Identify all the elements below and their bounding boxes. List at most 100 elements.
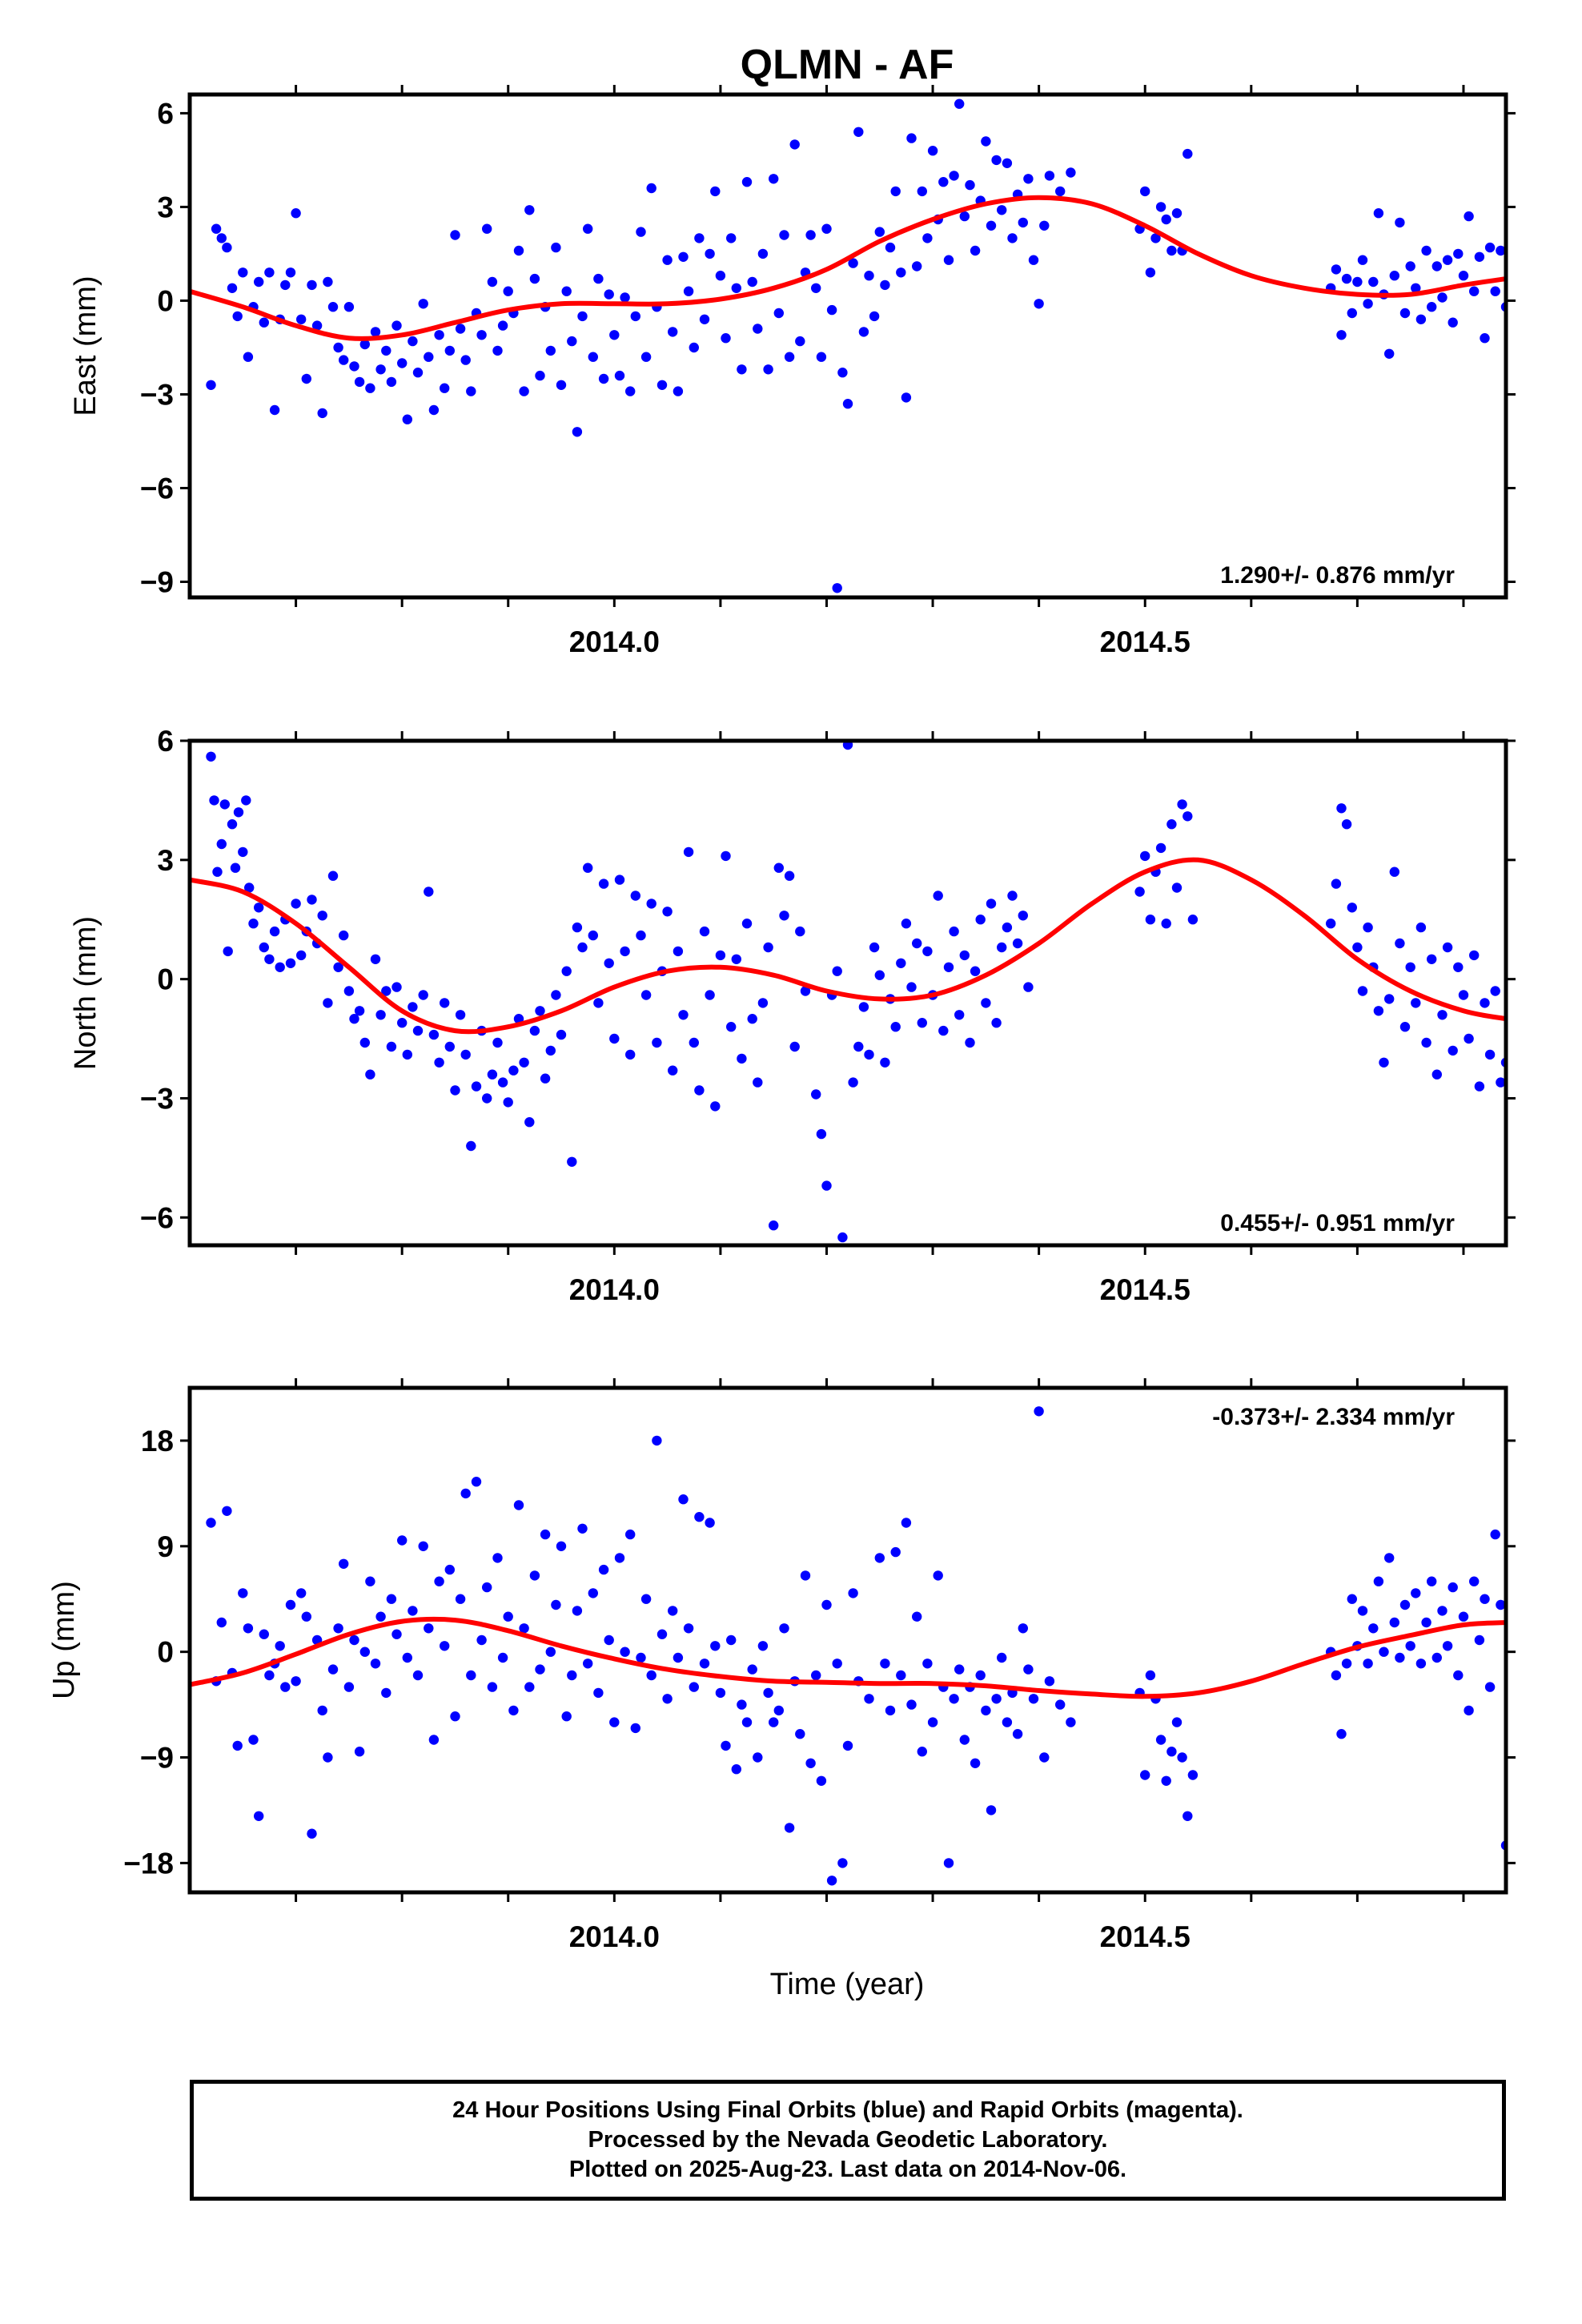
data-point [1166,818,1177,830]
data-point [365,383,375,393]
data-point [391,1629,402,1639]
data-point [747,1014,757,1024]
y-tick-label: −6 [140,1201,174,1234]
x-tick-label: 2014.5 [1100,1273,1191,1306]
data-point [1012,1729,1023,1739]
data-point [832,583,842,593]
y-tick-label: −9 [140,1742,174,1775]
data-point [1484,242,1496,253]
data-point [837,1232,848,1243]
data-point [1405,261,1415,271]
data-point [795,926,805,937]
data-point [476,330,487,340]
data-point [1161,1775,1171,1786]
data-point [524,1117,535,1128]
data-point [254,903,264,913]
data-point [497,320,508,331]
data-point [440,998,450,1008]
data-point [1405,962,1415,973]
data-point [219,799,230,810]
data-point [492,1553,503,1563]
data-point [652,1037,662,1048]
data-point [359,1037,370,1048]
data-point [1182,1811,1193,1821]
data-point [513,1500,524,1510]
data-point [375,364,386,375]
data-point [497,1652,508,1663]
data-point [986,220,997,231]
data-point [386,1041,397,1052]
data-point [317,911,327,921]
data-point [811,1670,821,1681]
data-point [1373,1006,1384,1016]
data-point [901,392,912,403]
plot-frame [187,1385,1508,1895]
data-point [434,1576,444,1586]
data-point [1007,891,1018,901]
data-point [678,1010,689,1020]
data-point [206,1518,216,1528]
data-point [583,1659,593,1669]
data-point [1447,1582,1458,1593]
data-point [402,414,412,424]
data-point [890,1022,901,1032]
data-point [561,966,572,976]
data-point [349,1014,359,1024]
y-tick-label: 3 [157,844,174,877]
data-point [1431,1652,1443,1663]
data-point [529,273,540,284]
data-point [386,1594,397,1604]
data-point [206,751,216,762]
data-point [609,1717,620,1727]
data-point [232,311,243,322]
data-point [370,327,381,337]
data-point [460,1488,471,1499]
x-tick-label: 2014.0 [569,625,660,658]
data-point [1458,990,1469,1000]
data-point [370,954,381,965]
data-point [710,1641,721,1651]
data-point [285,267,296,278]
data-point [1368,1623,1379,1634]
data-point [556,1029,567,1040]
data-point [1379,1647,1389,1657]
data-point [986,1805,997,1815]
data-point [848,258,858,268]
data-point [1496,245,1506,256]
data-point [640,352,652,362]
data-point [662,907,673,917]
x-tick-label: 2014.5 [1100,625,1191,658]
data-point [858,1002,869,1012]
data-point [784,1823,795,1833]
data-point [545,1045,556,1056]
data-point [741,177,753,187]
data-point [1002,158,1013,168]
data-point [412,368,424,378]
data-point [1453,1670,1464,1681]
data-point [317,1705,327,1716]
data-point [640,990,652,1000]
data-point [577,1523,588,1534]
data-point [1389,271,1400,281]
data-point [630,891,640,901]
data-point [359,1647,370,1657]
data-point [726,1022,737,1032]
data-point [1405,1641,1415,1651]
data-point [211,223,222,234]
data-point [1145,1670,1156,1681]
data-point [359,339,370,350]
data-point [418,1541,428,1552]
data-point [275,1641,285,1651]
data-point [1421,245,1431,256]
data-point [646,1670,656,1681]
data-point [991,155,1002,166]
data-point [259,1629,269,1639]
data-point [264,1670,275,1681]
data-point [482,1582,492,1593]
data-point [408,1002,418,1012]
data-point [1389,866,1400,877]
data-point [731,283,741,293]
data-point [1347,903,1358,913]
data-point [1384,1553,1395,1563]
data-point [747,1664,757,1675]
